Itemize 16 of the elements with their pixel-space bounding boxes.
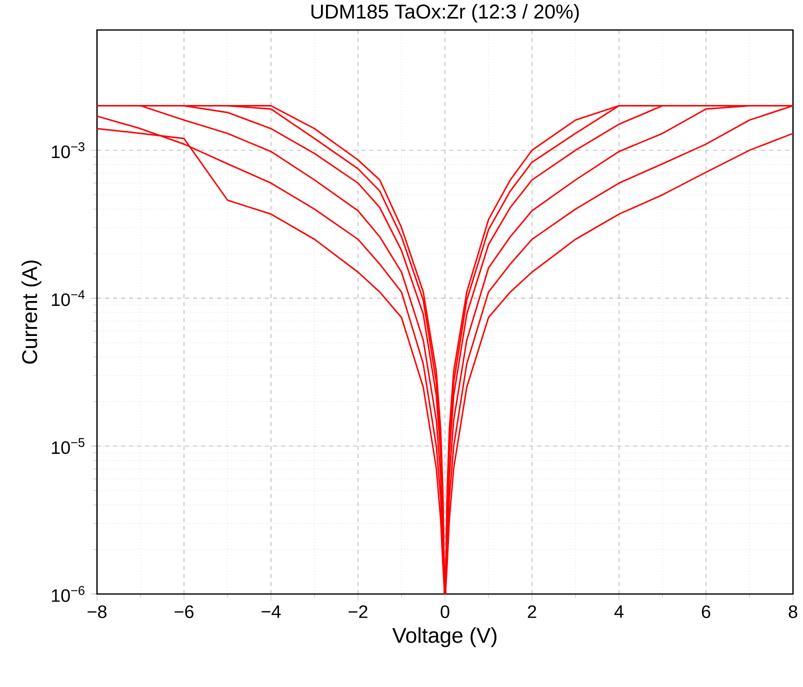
y-tick-label: 10$^{−6}$ [52,586,84,602]
y-tick-label: 10$^{−3}$ [52,142,84,158]
y-axis-title: Current (A) [22,260,42,364]
y-tick-label: 10$^{−5}$ [52,438,84,454]
x-tick-label: 6 [702,605,710,618]
y-tick-label: 10$^{−4}$ [52,290,85,306]
x-tick-label: −2 [348,605,368,618]
x-axis-title: Voltage (V) [392,627,496,648]
x-tick-label: −8 [88,605,106,618]
x-tick-label: 2 [528,605,536,618]
x-tick-label: −6 [174,605,194,618]
x-tick-label: −4 [262,605,281,618]
x-tick-label: 8 [788,605,798,618]
x-tick-label: 4 [614,605,624,618]
chart-title: UDM185 TaOx:Zr (12:3 / 20%) [312,4,579,23]
x-tick-label: 0 [440,605,450,618]
